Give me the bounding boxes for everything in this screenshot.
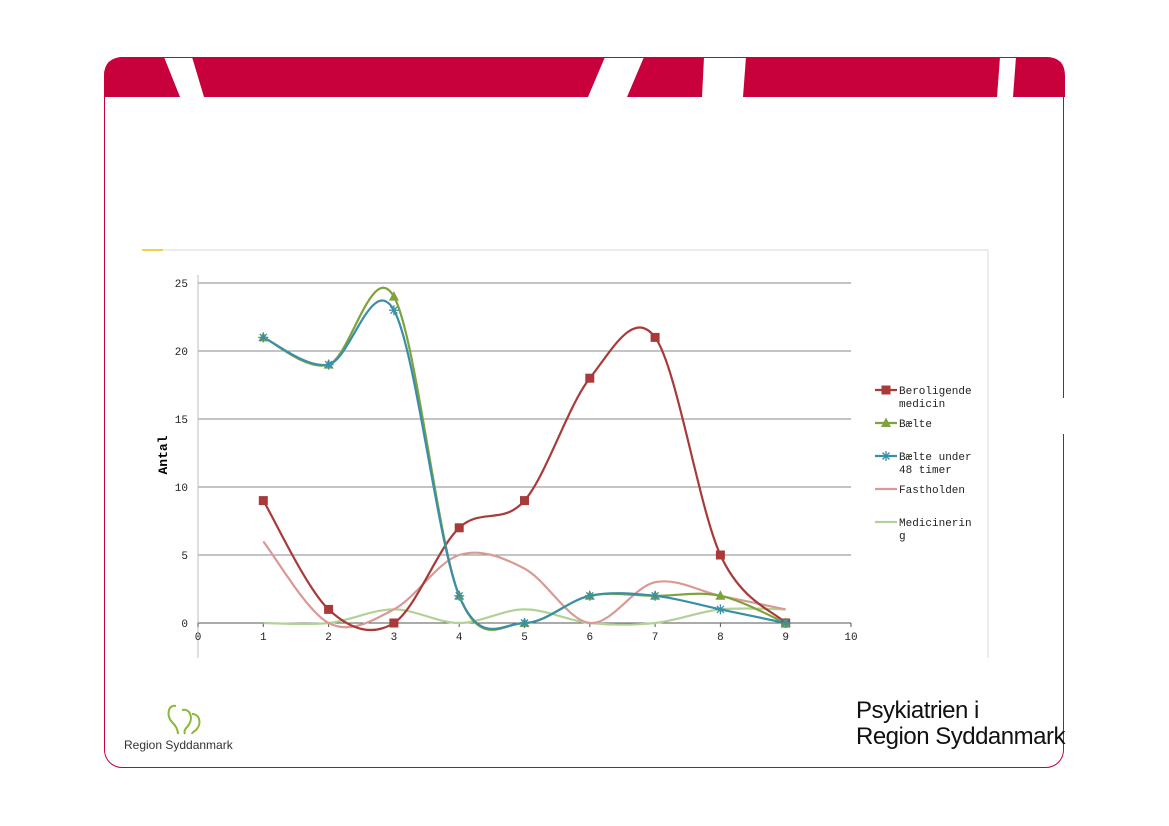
data-point-star	[881, 451, 891, 461]
y-tick-label: 25	[175, 279, 188, 291]
data-point-star	[650, 590, 661, 601]
y-tick-label: 5	[181, 551, 188, 563]
data-point-star	[258, 332, 269, 343]
legend-label: Fastholden	[899, 485, 965, 497]
data-point-triangle	[715, 590, 726, 600]
legend-label: Beroligende	[899, 386, 972, 398]
data-point-star	[715, 604, 726, 615]
legend-label: Medicinerin	[899, 518, 972, 530]
data-point-star	[454, 590, 465, 601]
x-tick-label: 2	[325, 632, 332, 644]
data-point-square	[258, 496, 268, 506]
data-point-star	[323, 359, 334, 370]
header-band	[104, 57, 1065, 97]
x-tick-label: 5	[521, 632, 528, 644]
legend-label: g	[899, 531, 906, 543]
x-tick-label: 10	[844, 632, 857, 644]
x-tick-label: 1	[260, 632, 267, 644]
y-tick-label: 20	[175, 347, 188, 359]
data-point-square	[715, 550, 725, 560]
data-point-square	[520, 496, 529, 506]
region-logo-icon	[167, 704, 201, 735]
header-band-segment	[1013, 57, 1065, 97]
data-point-square	[650, 332, 660, 342]
y-tick-label: 15	[175, 415, 188, 427]
series-line	[262, 540, 786, 629]
brand-title-line2: Region Syddanmark	[856, 723, 1065, 750]
data-point-triangle	[388, 291, 399, 301]
x-tick-label: 8	[717, 632, 724, 644]
slide-frame	[104, 57, 1064, 768]
data-point-square	[881, 385, 891, 395]
frame-gap	[1058, 398, 1072, 434]
data-point-square	[454, 523, 464, 533]
data-point-star	[519, 618, 530, 628]
x-tick-label: 7	[652, 632, 659, 644]
series-line	[262, 326, 787, 632]
data-point-square	[389, 618, 399, 628]
x-tick-label: 6	[586, 632, 593, 644]
y-axis-label: Antal	[156, 435, 171, 474]
data-point-triangle	[881, 417, 891, 427]
data-point-star	[780, 618, 791, 628]
brand-title: Psykiatrien i Region Syddanmark	[856, 698, 1065, 750]
series-line	[262, 286, 787, 631]
y-tick-label: 10	[175, 483, 188, 495]
x-tick-label: 9	[782, 632, 789, 644]
legend-label: 48 timer	[899, 465, 952, 477]
legend-label: medicin	[899, 399, 945, 411]
header-band-segment	[192, 57, 605, 97]
logo-text: Region Syddanmark	[124, 738, 233, 752]
legend-label: Bælte	[899, 419, 932, 431]
header-band-segment	[627, 57, 704, 97]
data-point-star	[584, 590, 595, 601]
x-tick-label: 4	[456, 632, 463, 644]
legend-label: Bælte under	[899, 452, 972, 464]
series-line	[262, 299, 786, 630]
legend-item: Fastholden	[875, 485, 965, 497]
data-point-star	[388, 305, 399, 316]
data-point-square	[585, 373, 595, 383]
x-tick-label: 3	[391, 632, 398, 644]
x-tick-label: 0	[195, 632, 202, 644]
legend-item: Bælte	[875, 417, 932, 431]
series-line	[263, 607, 786, 626]
brand-title-line1: Psykiatrien i	[856, 697, 979, 724]
y-tick-label: 0	[181, 619, 188, 631]
header-band-segment	[743, 57, 1000, 97]
header-band-segment	[104, 57, 180, 97]
data-point-square	[324, 604, 334, 614]
